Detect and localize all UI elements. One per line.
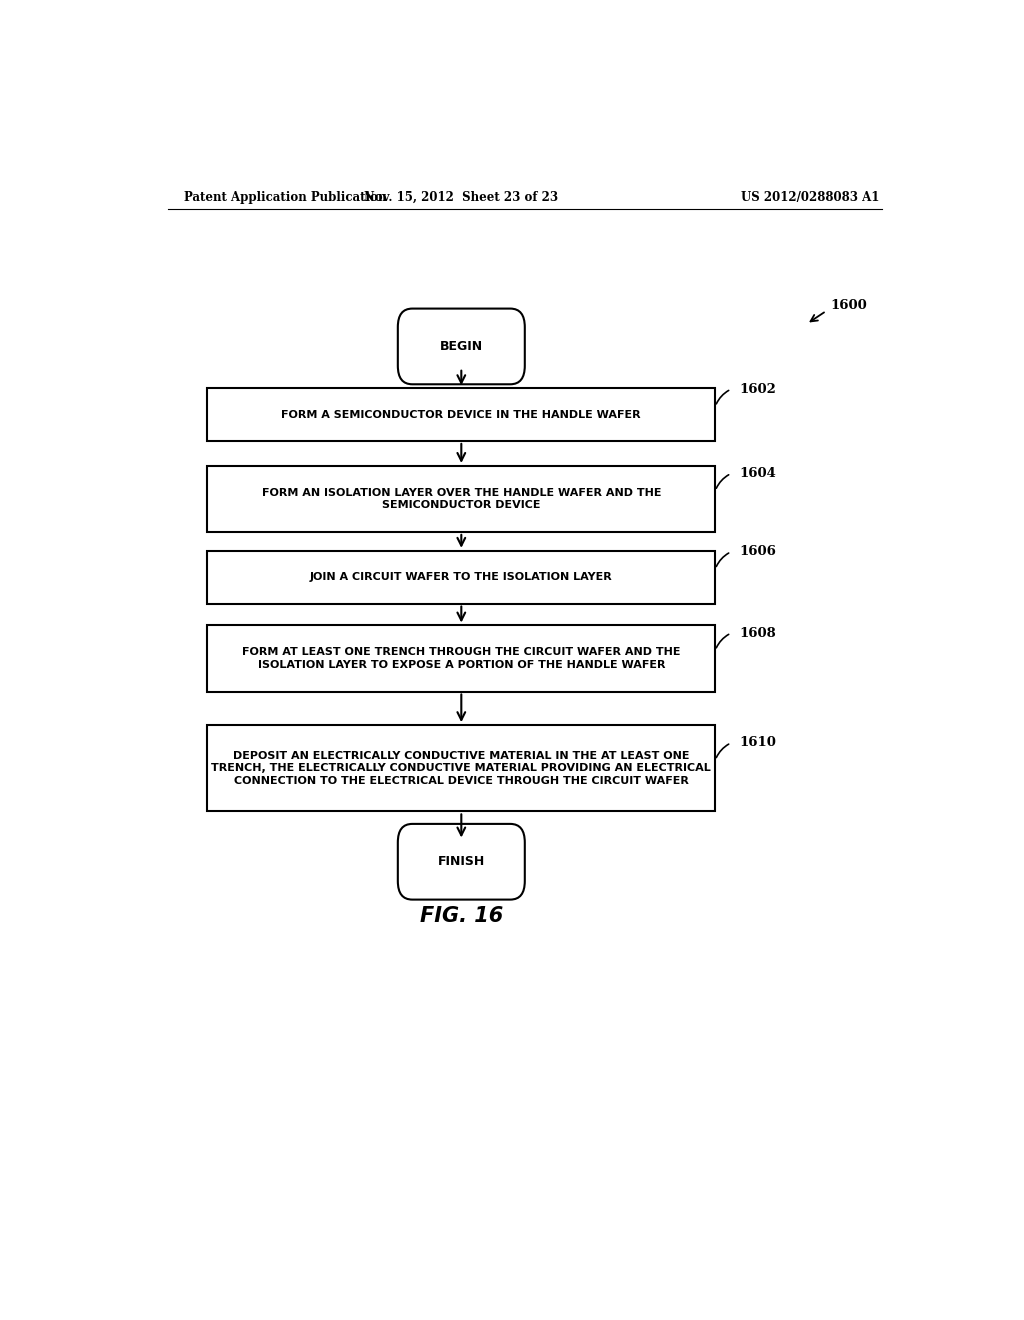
Text: 1602: 1602 bbox=[739, 383, 776, 396]
Text: BEGIN: BEGIN bbox=[439, 341, 483, 352]
Bar bbox=[207, 626, 716, 692]
FancyBboxPatch shape bbox=[397, 309, 524, 384]
FancyBboxPatch shape bbox=[397, 824, 524, 900]
Text: 1610: 1610 bbox=[739, 737, 776, 750]
Text: 1600: 1600 bbox=[830, 300, 867, 313]
Text: 1608: 1608 bbox=[739, 627, 776, 640]
Text: FORM A SEMICONDUCTOR DEVICE IN THE HANDLE WAFER: FORM A SEMICONDUCTOR DEVICE IN THE HANDL… bbox=[282, 409, 641, 420]
Bar bbox=[207, 388, 716, 441]
Text: FORM AN ISOLATION LAYER OVER THE HANDLE WAFER AND THE
SEMICONDUCTOR DEVICE: FORM AN ISOLATION LAYER OVER THE HANDLE … bbox=[261, 487, 662, 510]
Text: FIG. 16: FIG. 16 bbox=[420, 906, 503, 925]
Text: Nov. 15, 2012  Sheet 23 of 23: Nov. 15, 2012 Sheet 23 of 23 bbox=[365, 190, 558, 203]
Text: 1606: 1606 bbox=[739, 545, 776, 558]
Text: FORM AT LEAST ONE TRENCH THROUGH THE CIRCUIT WAFER AND THE
ISOLATION LAYER TO EX: FORM AT LEAST ONE TRENCH THROUGH THE CIR… bbox=[242, 647, 681, 669]
Bar bbox=[207, 725, 716, 812]
Text: Patent Application Publication: Patent Application Publication bbox=[183, 190, 386, 203]
Text: US 2012/0288083 A1: US 2012/0288083 A1 bbox=[741, 190, 880, 203]
Text: DEPOSIT AN ELECTRICALLY CONDUCTIVE MATERIAL IN THE AT LEAST ONE
TRENCH, THE ELEC: DEPOSIT AN ELECTRICALLY CONDUCTIVE MATER… bbox=[211, 751, 712, 785]
Text: JOIN A CIRCUIT WAFER TO THE ISOLATION LAYER: JOIN A CIRCUIT WAFER TO THE ISOLATION LA… bbox=[310, 572, 612, 582]
Text: 1604: 1604 bbox=[739, 467, 776, 480]
Bar bbox=[207, 550, 716, 603]
Text: FINISH: FINISH bbox=[437, 855, 485, 869]
Bar bbox=[207, 466, 716, 532]
